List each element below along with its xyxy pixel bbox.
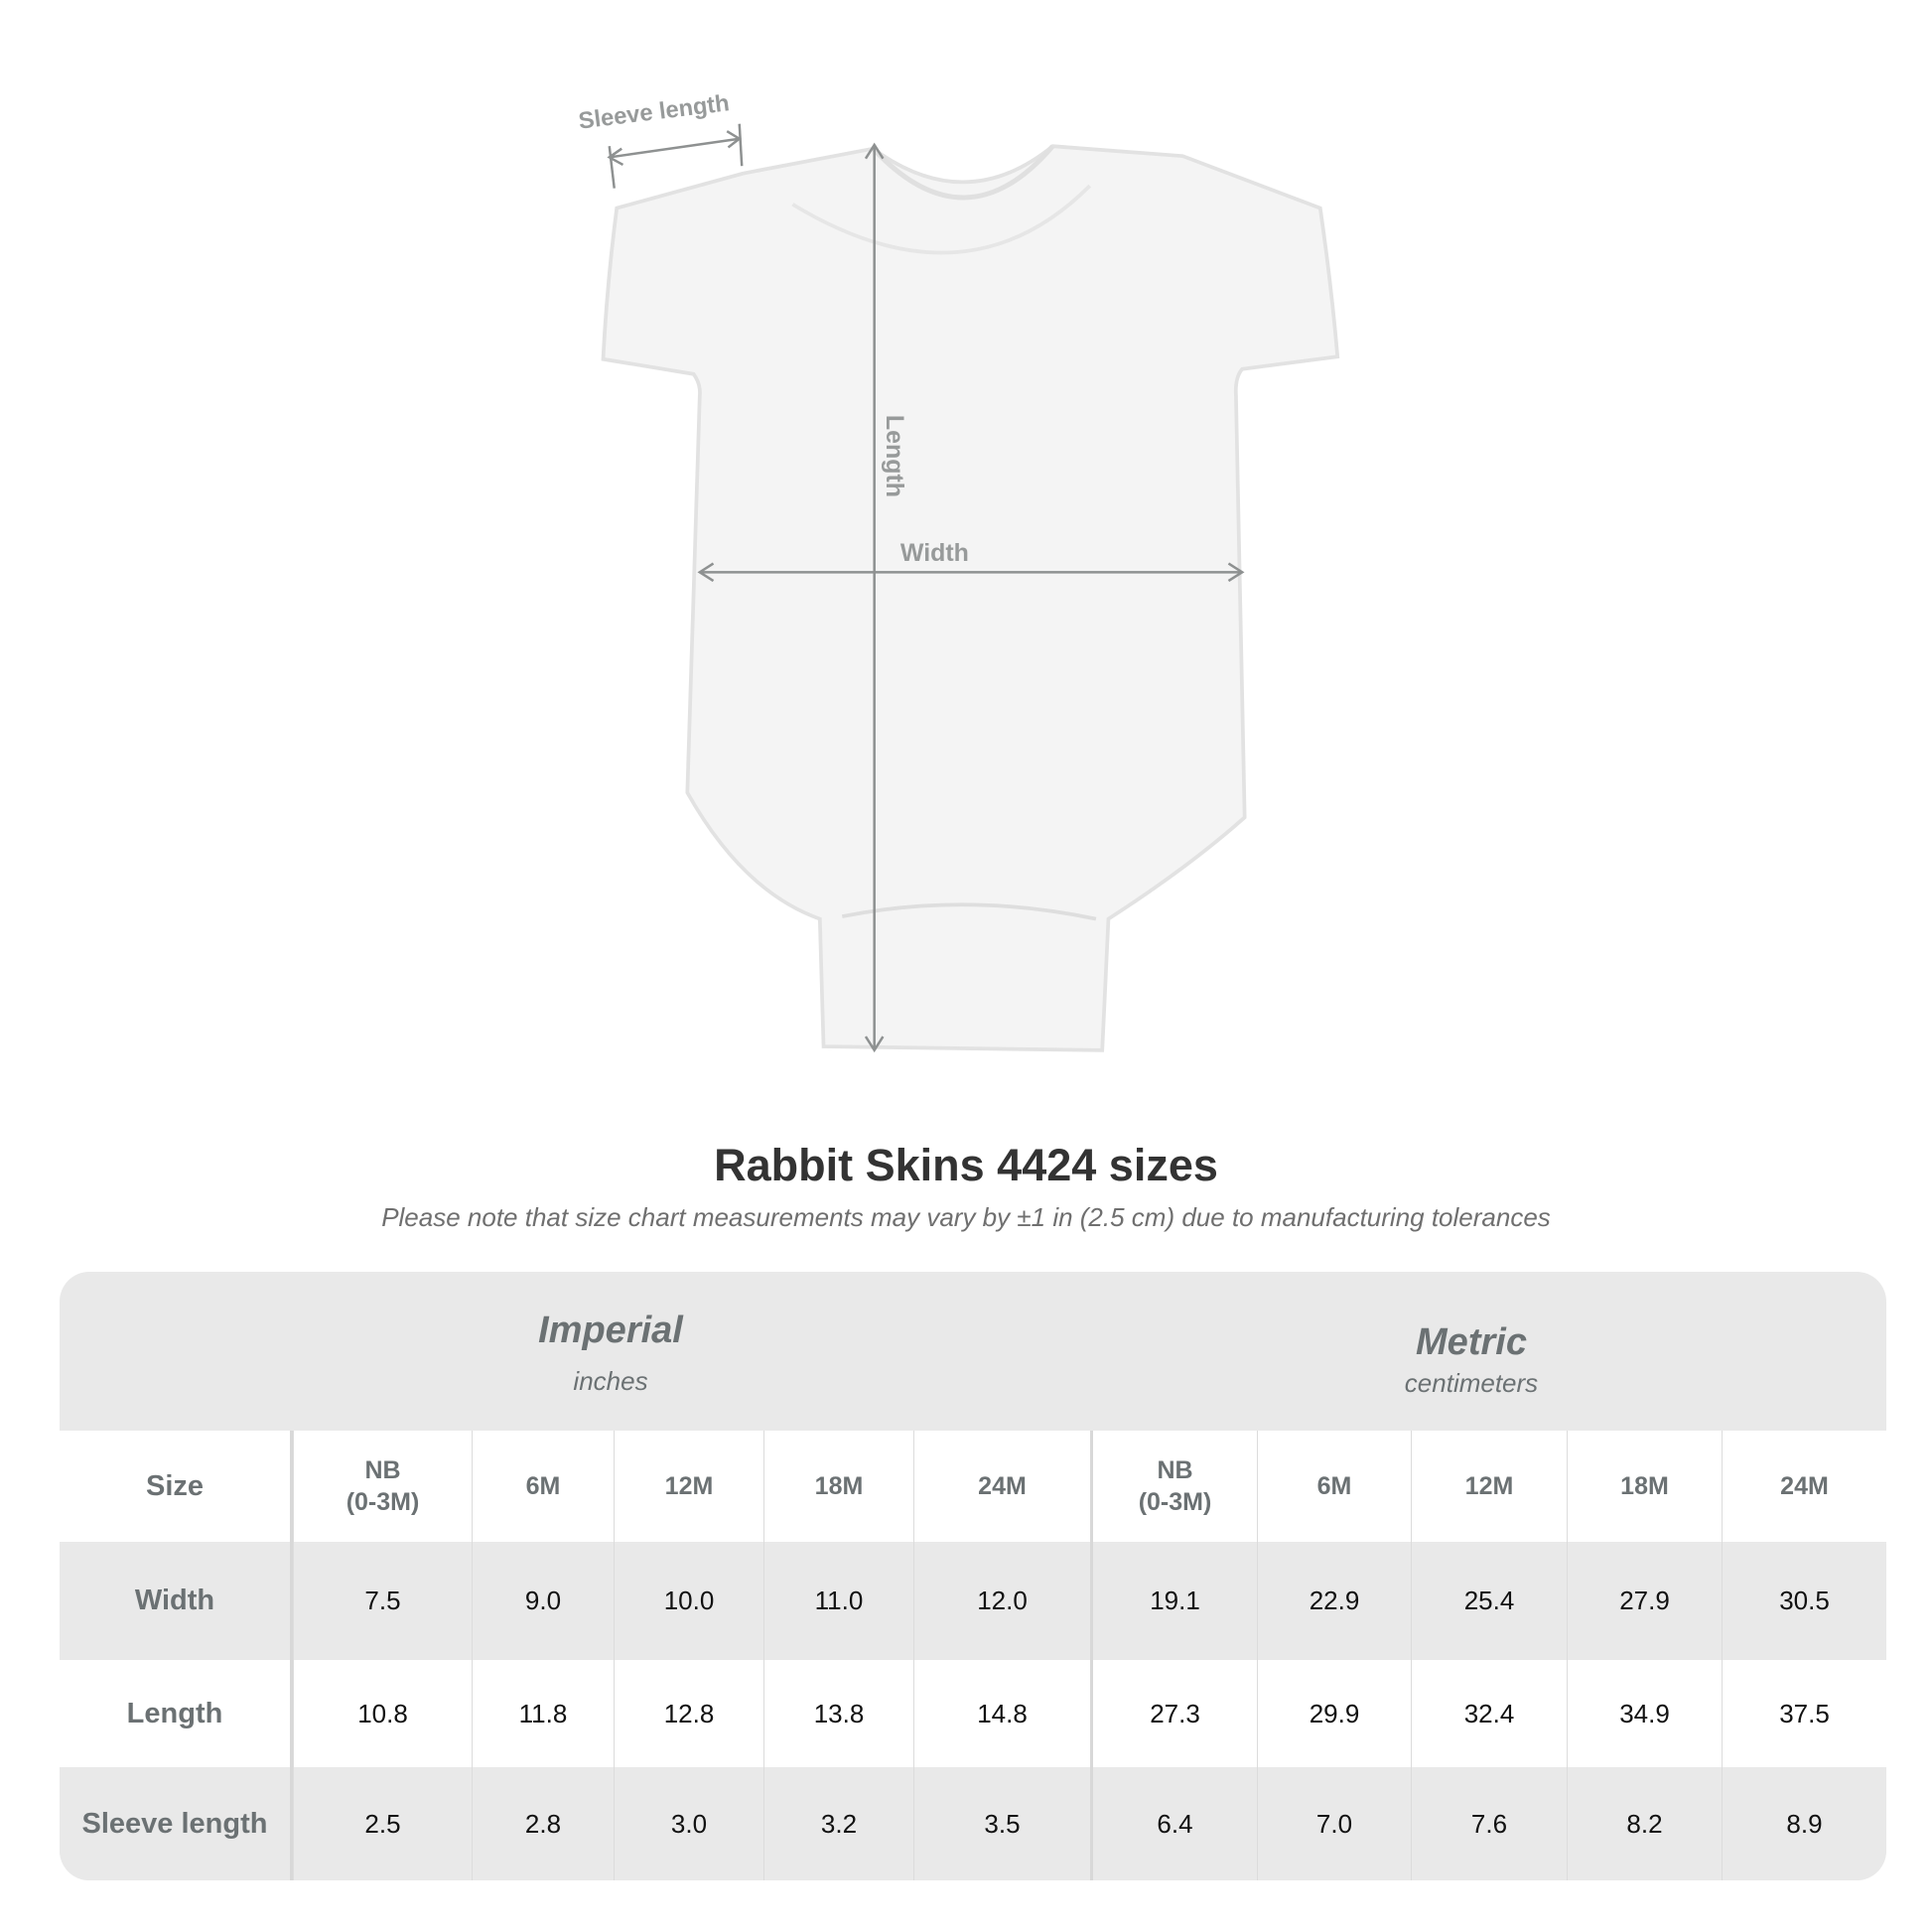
imperial-value-cell: 3.2 bbox=[763, 1767, 913, 1880]
imperial-value-cell: 7.5 bbox=[293, 1542, 472, 1660]
size-header-cell: 12M bbox=[614, 1431, 763, 1542]
row-label: Width bbox=[60, 1542, 293, 1660]
metric-value-cell: 34.9 bbox=[1567, 1660, 1722, 1767]
neckline bbox=[871, 144, 1055, 201]
metric-value-cell: 27.9 bbox=[1567, 1542, 1722, 1660]
imperial-value-cell: 10.8 bbox=[293, 1660, 472, 1767]
tolerance-note: Please note that size chart measurements… bbox=[381, 1202, 1551, 1232]
metric-value-cell: 30.5 bbox=[1722, 1542, 1886, 1660]
table-header: Imperial inches Metric centimeters bbox=[60, 1272, 1886, 1431]
size-header-cell: 12M bbox=[1411, 1431, 1567, 1542]
neck-binding bbox=[791, 184, 1092, 255]
table-row: Width 7.5 9.0 10.0 11.0 12.0 19.1 22.9 25.4 27.9 3… bbox=[60, 1542, 1886, 1660]
imperial-title: Imperial bbox=[538, 1310, 683, 1351]
metric-value-cell: 27.3 bbox=[1090, 1660, 1257, 1767]
metric-value-cell: 32.4 bbox=[1411, 1660, 1567, 1767]
size-header-cell: 6M bbox=[1257, 1431, 1411, 1542]
metric-title: Metric bbox=[1416, 1321, 1527, 1363]
imperial-value-cell: 2.8 bbox=[472, 1767, 614, 1880]
sleeve-length-arrow bbox=[607, 123, 744, 189]
imperial-value-cell: 3.0 bbox=[614, 1767, 763, 1880]
row-label: Sleeve length bbox=[60, 1767, 293, 1880]
imperial-header: Imperial inches bbox=[511, 1310, 710, 1397]
size-header-cell: NB (0-3M) bbox=[293, 1431, 472, 1542]
sleeve-length-label: Sleeve length bbox=[577, 90, 731, 134]
metric-value-cell: 37.5 bbox=[1722, 1660, 1886, 1767]
size-header-cell: 24M bbox=[913, 1431, 1090, 1542]
row-label: Length bbox=[60, 1660, 293, 1767]
imperial-value-cell: 9.0 bbox=[472, 1542, 614, 1660]
metric-value-cell: 22.9 bbox=[1257, 1542, 1411, 1660]
imperial-value-cell: 10.0 bbox=[614, 1542, 763, 1660]
metric-value-cell: 29.9 bbox=[1257, 1660, 1411, 1767]
size-header-cell: 18M bbox=[763, 1431, 913, 1542]
imperial-value-cell: 12.0 bbox=[913, 1542, 1090, 1660]
metric-value-cell: 19.1 bbox=[1090, 1542, 1257, 1660]
metric-value-cell: 25.4 bbox=[1411, 1542, 1567, 1660]
page-title: Rabbit Skins 4424 sizes bbox=[714, 1140, 1218, 1190]
imperial-value-cell: 12.8 bbox=[614, 1660, 763, 1767]
imperial-value-cell: 2.5 bbox=[293, 1767, 472, 1880]
length-label: Length bbox=[881, 415, 908, 497]
size-header-cell: 6M bbox=[472, 1431, 614, 1542]
metric-unit: centimeters bbox=[1404, 1368, 1539, 1398]
onesie-image bbox=[601, 144, 1340, 1052]
imperial-value-cell: 11.0 bbox=[763, 1542, 913, 1660]
table-row: Length 10.8 11.8 12.8 13.8 14.8 27.3 29.9 32.4 34… bbox=[60, 1660, 1886, 1767]
imperial-value-cell: 3.5 bbox=[913, 1767, 1090, 1880]
table-row: Sleeve length 2.5 2.8 3.0 3.2 3.5 6.4 7.0 7.6 8.2… bbox=[60, 1767, 1886, 1880]
metric-value-cell: 7.0 bbox=[1257, 1767, 1411, 1880]
imperial-value-cell: 11.8 bbox=[472, 1660, 614, 1767]
imperial-value-cell: 14.8 bbox=[913, 1660, 1090, 1767]
metric-value-cell: 8.2 bbox=[1567, 1767, 1722, 1880]
metric-header: Metric centimeters bbox=[1372, 1321, 1571, 1399]
length-arrow bbox=[864, 142, 885, 1053]
size-header-cell: 24M bbox=[1722, 1431, 1886, 1542]
size-row-label: Size bbox=[60, 1431, 293, 1542]
size-header-cell: NB (0-3M) bbox=[1090, 1431, 1257, 1542]
size-header-cell: 18M bbox=[1567, 1431, 1722, 1542]
metric-value-cell: 8.9 bbox=[1722, 1767, 1886, 1880]
width-arrow bbox=[697, 562, 1245, 583]
size-row: Size NB (0-3M) 6M 12M 18M 24M NB (0-3M) 6M 12M 18… bbox=[60, 1431, 1886, 1542]
width-label: Width bbox=[900, 539, 969, 567]
metric-value-cell: 6.4 bbox=[1090, 1767, 1257, 1880]
imperial-value-cell: 13.8 bbox=[763, 1660, 913, 1767]
imperial-unit: inches bbox=[573, 1366, 648, 1396]
metric-value-cell: 7.6 bbox=[1411, 1767, 1567, 1880]
size-table: Imperial inches Metric centimeters Size N… bbox=[60, 1272, 1886, 1880]
